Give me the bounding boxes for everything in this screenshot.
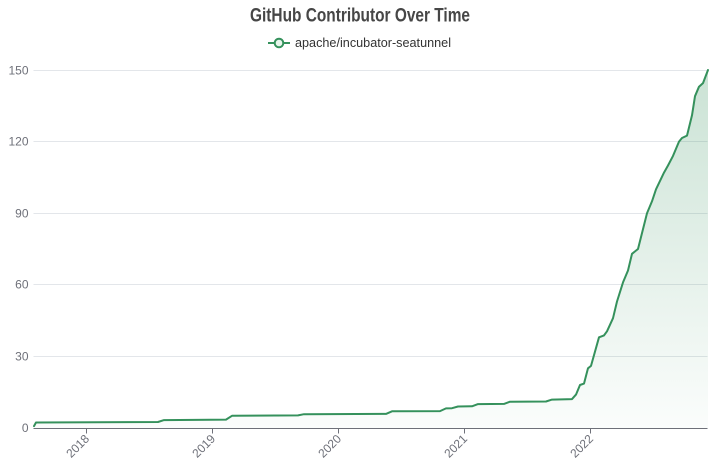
svg-text:2022: 2022	[567, 431, 596, 460]
svg-text:2020: 2020	[315, 431, 344, 460]
svg-text:apache/incubator-seatunnel: apache/incubator-seatunnel	[295, 36, 451, 50]
svg-text:120: 120	[8, 135, 28, 149]
svg-text:30: 30	[15, 350, 29, 364]
svg-text:GitHub Contributor Over Time: GitHub Contributor Over Time	[250, 6, 470, 27]
svg-text:0: 0	[22, 421, 29, 435]
svg-text:2018: 2018	[63, 431, 92, 460]
svg-text:90: 90	[15, 207, 29, 221]
svg-text:2019: 2019	[189, 431, 218, 460]
svg-text:2021: 2021	[441, 431, 470, 460]
svg-text:60: 60	[15, 278, 29, 292]
svg-text:150: 150	[8, 64, 28, 78]
